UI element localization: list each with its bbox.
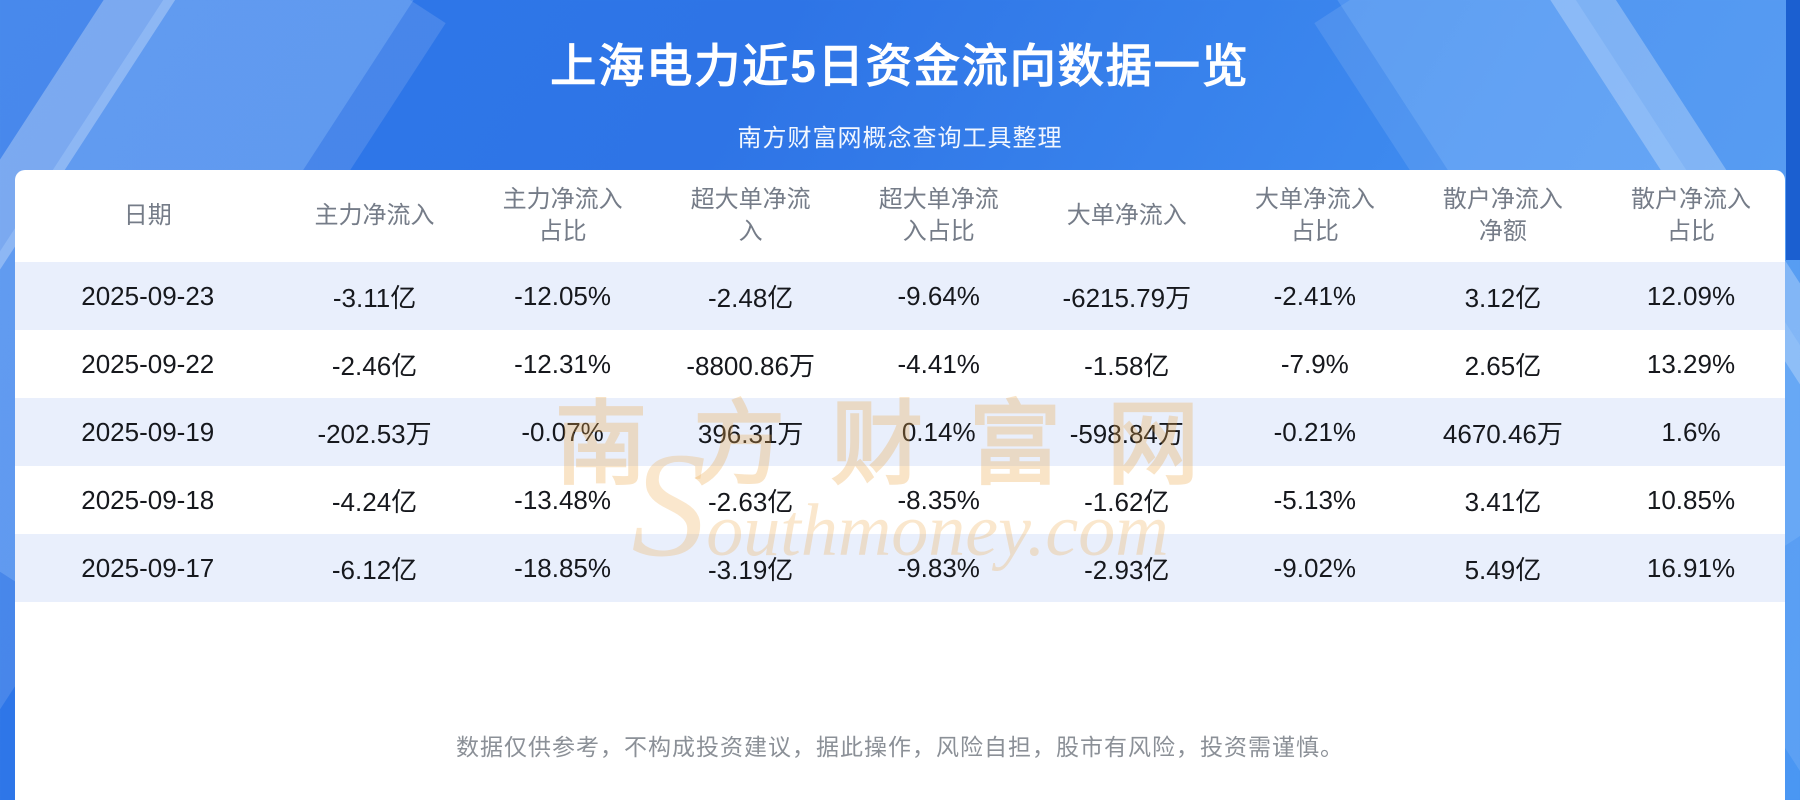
column-header: 超大单净流入 (690, 185, 811, 245)
table-row: 2025-09-17 -6.12亿 -18.85% -3.19亿 -9.83% -2.93… (15, 534, 1785, 602)
value-cell: -12.31% (514, 348, 612, 379)
column-header: 主力净流入占比 (502, 185, 623, 245)
column-header: 超大单净流入占比 (878, 185, 999, 245)
column-header: 主力净流入 (314, 201, 435, 229)
value-cell: -2.46亿 (331, 350, 418, 381)
value-cell: -2.93亿 (1084, 554, 1170, 585)
value-cell: -18.85% (514, 552, 612, 583)
table-row: 2025-09-22 -2.46亿 -12.31% -8800.86万 -4.41% -1… (15, 330, 1785, 398)
value-cell: -9.02% (1273, 552, 1357, 583)
value-cell: -0.21% (1273, 416, 1357, 447)
background-edge-strip (1786, 0, 1800, 260)
header: 上海电力近5日资金流向数据一览 南方财富网概念查询工具整理 (0, 0, 1800, 170)
value-cell: -4.41% (897, 348, 980, 379)
disclaimer-text: 数据仅供参考，不构成投资建议，据此操作，风险自担，股市有风险，投资需谨慎。 (456, 734, 1344, 760)
column-header: 大单净流入占比 (1254, 185, 1375, 245)
page-subtitle: 南方财富网概念查询工具整理 (737, 125, 1063, 152)
value-cell: -3.11亿 (332, 282, 417, 313)
value-cell: -2.63亿 (708, 486, 794, 517)
value-cell: -3.19亿 (708, 554, 794, 585)
column-header: 日期 (123, 201, 172, 229)
value-cell: 4670.46万 (1442, 418, 1563, 449)
value-cell: -9.64% (897, 280, 980, 311)
date-cell: 2025-09-19 (81, 416, 215, 447)
value-cell: -0.07% (521, 416, 604, 447)
value-cell: -9.83% (897, 552, 980, 583)
value-cell: 13.29% (1646, 348, 1736, 379)
value-cell: -2.41% (1273, 280, 1357, 311)
value-cell: -8800.86万 (686, 350, 815, 381)
value-cell: 1.6% (1661, 416, 1721, 447)
column-header: 散户净流入净额 (1442, 185, 1563, 245)
value-cell: -6.12亿 (331, 554, 418, 585)
table-body: 2025-09-23 -3.11亿 -12.05% -2.48亿 -9.64% -6215… (15, 262, 1785, 602)
value-cell: -4.24亿 (331, 486, 418, 517)
value-cell: -5.13% (1273, 484, 1357, 515)
value-cell: -12.05% (514, 280, 612, 311)
column-header: 大单净流入 (1066, 201, 1187, 229)
value-cell: 12.09% (1646, 280, 1736, 311)
date-cell: 2025-09-17 (81, 552, 215, 583)
data-table: 日期 主力净流入 主力净流入占比 超大单净流入 超大单净流入占比 大单净流入 大单净流入占比… (15, 170, 1785, 602)
data-card: 日期 主力净流入 主力净流入占比 超大单净流入 超大单净流入占比 大单净流入 大单净流入占比… (15, 170, 1785, 800)
value-cell: -6215.79万 (1062, 282, 1192, 313)
table-header: 日期 主力净流入 主力净流入占比 超大单净流入 超大单净流入占比 大单净流入 大单净流入占比… (15, 170, 1785, 262)
table-row: 2025-09-19 -202.53万 -0.07% 396.31万 0.14% -598… (15, 398, 1785, 466)
value-cell: 10.85% (1646, 484, 1736, 515)
value-cell: -1.62亿 (1084, 486, 1170, 517)
value-cell: 16.91% (1646, 552, 1736, 583)
value-cell: -1.58亿 (1084, 350, 1170, 381)
value-cell: 0.14% (901, 416, 976, 447)
value-cell: 3.41亿 (1464, 486, 1542, 517)
value-cell: -202.53万 (317, 418, 432, 449)
value-cell: 2.65亿 (1464, 350, 1542, 381)
date-cell: 2025-09-23 (81, 280, 215, 311)
table-header-row: 日期 主力净流入 主力净流入占比 超大单净流入 超大单净流入占比 大单净流入 大单净流入占比… (15, 170, 1785, 262)
table-row: 2025-09-23 -3.11亿 -12.05% -2.48亿 -9.64% -6215… (15, 262, 1785, 330)
column-header: 散户净流入占比 (1630, 185, 1751, 245)
page-title: 上海电力近5日资金流向数据一览 (550, 40, 1250, 92)
value-cell: -2.48亿 (708, 282, 794, 313)
value-cell: -7.9% (1280, 348, 1349, 379)
value-cell: 396.31万 (697, 418, 804, 449)
value-cell: -8.35% (897, 484, 980, 515)
table-row: 2025-09-18 -4.24亿 -13.48% -2.63亿 -8.35% -1.62… (15, 466, 1785, 534)
value-cell: -598.84万 (1069, 418, 1184, 449)
value-cell: 5.49亿 (1464, 554, 1542, 585)
value-cell: -13.48% (514, 484, 612, 515)
date-cell: 2025-09-18 (81, 484, 215, 515)
value-cell: 3.12亿 (1464, 282, 1542, 313)
date-cell: 2025-09-22 (81, 348, 215, 379)
